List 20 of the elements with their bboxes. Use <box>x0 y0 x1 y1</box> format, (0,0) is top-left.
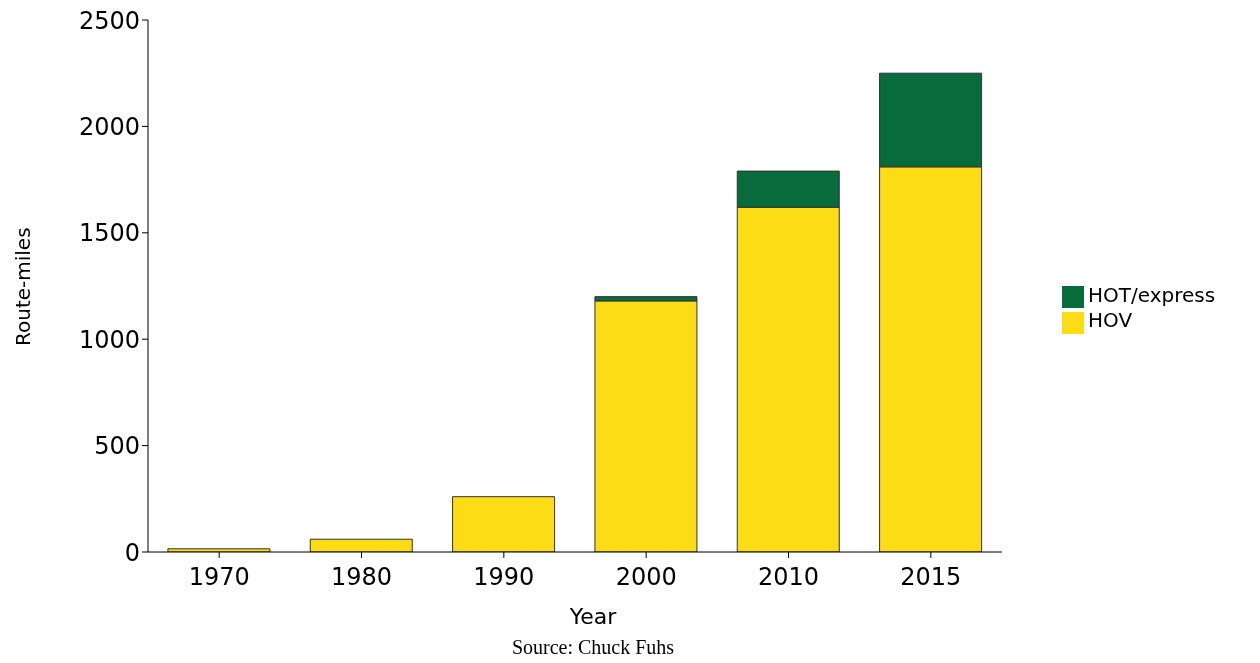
x-tick-label: 2015 <box>900 563 962 592</box>
bar <box>594 300 698 552</box>
x-tick-label: 2000 <box>615 563 677 592</box>
bar <box>309 538 413 552</box>
y-tick-label: 2000 <box>78 112 140 141</box>
x-tick-label: 1970 <box>188 563 250 592</box>
x-tick-label: 1990 <box>473 563 535 592</box>
source-note: Source: Chuck Fuhs <box>510 636 676 659</box>
x-tick-label: 2010 <box>757 563 820 592</box>
x-tick-label: 1980 <box>330 563 393 592</box>
legend-label: HOV <box>1088 308 1133 332</box>
y-tick-label: 500 <box>94 432 140 461</box>
y-axis-title: Route-miles <box>11 227 36 346</box>
y-tick-label: 0 <box>124 538 140 567</box>
y-tick-label: 1000 <box>78 325 140 354</box>
x-axis-title: Year <box>568 604 618 629</box>
legend-label: HOT/express <box>1088 282 1216 307</box>
y-tick-label: 2500 <box>78 6 140 35</box>
bar <box>452 496 556 552</box>
y-tick-label: 1500 <box>78 219 140 248</box>
